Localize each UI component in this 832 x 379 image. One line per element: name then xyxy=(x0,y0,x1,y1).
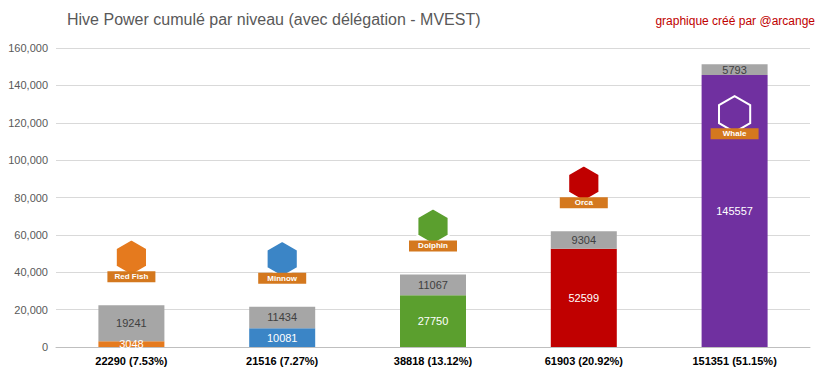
svg-text:27750: 27750 xyxy=(418,315,449,327)
svg-text:9304: 9304 xyxy=(572,234,596,246)
svg-text:145557: 145557 xyxy=(716,205,753,217)
svg-text:0: 0 xyxy=(42,341,48,353)
svg-text:3048: 3048 xyxy=(119,338,143,350)
svg-text:Minnow: Minnow xyxy=(267,274,298,283)
svg-text:Whale: Whale xyxy=(723,129,747,138)
svg-text:120,000: 120,000 xyxy=(8,117,48,129)
svg-text:22290 (7.53%): 22290 (7.53%) xyxy=(95,355,167,367)
svg-text:11434: 11434 xyxy=(267,311,297,323)
svg-text:80,000: 80,000 xyxy=(14,192,48,204)
svg-text:Orca: Orca xyxy=(575,198,594,207)
svg-text:19241: 19241 xyxy=(116,317,147,329)
svg-text:Red Fish: Red Fish xyxy=(115,272,149,281)
svg-text:61903 (20.92%): 61903 (20.92%) xyxy=(545,355,624,367)
svg-text:140,000: 140,000 xyxy=(8,79,48,91)
svg-text:20,000: 20,000 xyxy=(14,304,48,316)
svg-text:60,000: 60,000 xyxy=(14,229,48,241)
svg-text:151351 (51.15%): 151351 (51.15%) xyxy=(692,355,777,367)
svg-text:11067: 11067 xyxy=(418,279,448,291)
svg-text:38818 (13.12%): 38818 (13.12%) xyxy=(394,355,473,367)
svg-text:10081: 10081 xyxy=(267,332,298,344)
svg-text:Dolphin: Dolphin xyxy=(418,241,448,250)
svg-text:100,000: 100,000 xyxy=(8,154,48,166)
svg-text:graphique créé par @arcange: graphique créé par @arcange xyxy=(655,14,815,28)
svg-text:Hive Power cumulé par niveau (: Hive Power cumulé par niveau (avec délég… xyxy=(67,11,481,28)
svg-text:21516 (7.27%): 21516 (7.27%) xyxy=(246,355,318,367)
svg-text:52599: 52599 xyxy=(569,292,600,304)
svg-text:40,000: 40,000 xyxy=(14,266,48,278)
svg-text:160,000: 160,000 xyxy=(8,42,48,54)
svg-text:5793: 5793 xyxy=(722,64,746,76)
